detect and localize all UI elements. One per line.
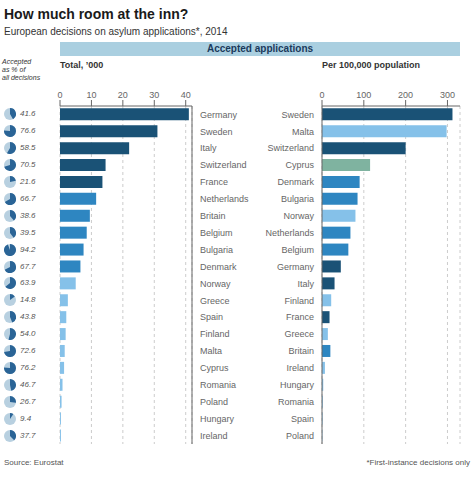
svg-text:Italy: Italy — [297, 279, 314, 289]
html-text:58.5: 58.5 — [20, 143, 36, 153]
svg-text:Ireland: Ireland — [200, 431, 228, 441]
html-text:46.7: 46.7 — [20, 379, 36, 389]
html-text:54.0: 54.0 — [20, 329, 36, 339]
svg-text:Poland: Poland — [200, 397, 228, 407]
svg-text:Spain: Spain — [200, 312, 223, 322]
svg-text:40: 40 — [181, 90, 191, 100]
svg-text:Sweden: Sweden — [200, 127, 233, 137]
html-text:How much room at the inn?: How much room at the inn? — [4, 6, 189, 22]
html-text:94.2: 94.2 — [20, 244, 36, 254]
html-text:43.8: 43.8 — [20, 312, 36, 322]
svg-text:Italy: Italy — [200, 143, 217, 153]
html-text:41.6: 41.6 — [20, 109, 36, 119]
svg-text:Ireland: Ireland — [286, 363, 314, 373]
svg-text:Belgium: Belgium — [200, 228, 233, 238]
svg-text:Sweden: Sweden — [281, 110, 314, 120]
svg-text:Greece: Greece — [284, 329, 314, 339]
html-text:63.9: 63.9 — [20, 278, 36, 288]
svg-text:0: 0 — [57, 90, 62, 100]
html-text:14.8: 14.8 — [20, 295, 36, 305]
svg-text:Switzerland: Switzerland — [200, 160, 247, 170]
svg-text:Malta: Malta — [200, 346, 222, 356]
html-text:Total, ’000: Total, ’000 — [60, 60, 104, 70]
svg-text:France: France — [200, 177, 228, 187]
svg-text:Cyprus: Cyprus — [200, 363, 229, 373]
html-text:70.5: 70.5 — [20, 160, 36, 170]
svg-text:Norway: Norway — [200, 279, 231, 289]
svg-text:10: 10 — [86, 90, 96, 100]
svg-text:Netherlands: Netherlands — [200, 194, 249, 204]
html-text:39.5: 39.5 — [20, 227, 36, 237]
svg-text:Switzerland: Switzerland — [267, 143, 314, 153]
html-text:38.6: 38.6 — [20, 210, 36, 220]
svg-text:Finland: Finland — [284, 296, 314, 306]
svg-text:Germany: Germany — [277, 262, 315, 272]
html-text:Per 100,000 population: Per 100,000 population — [322, 60, 420, 70]
svg-text:Hungary: Hungary — [200, 414, 235, 424]
svg-text:100: 100 — [356, 90, 371, 100]
html-text:Accepted applications: Accepted applications — [206, 43, 314, 54]
svg-text:Romania: Romania — [200, 380, 236, 390]
svg-text:30: 30 — [149, 90, 159, 100]
svg-text:Norway: Norway — [283, 211, 314, 221]
svg-text:Belgium: Belgium — [281, 245, 314, 255]
html-text:Source: Eurostat: Source: Eurostat — [4, 458, 64, 467]
html-text:*First-instance decisions only: *First-instance decisions only — [366, 458, 470, 467]
svg-text:0: 0 — [319, 90, 324, 100]
html-text:Accepted as % of all decisions: Accepted as % of all decisions — [2, 58, 41, 81]
svg-text:Bulgaria: Bulgaria — [200, 245, 233, 255]
html-text:76.6: 76.6 — [20, 126, 36, 136]
html-text:26.7: 26.7 — [20, 396, 36, 406]
html-text:9.4: 9.4 — [20, 413, 32, 423]
html-text:72.6: 72.6 — [20, 346, 36, 355]
html-text:67.7: 67.7 — [20, 261, 36, 271]
svg-text:20: 20 — [118, 90, 128, 100]
svg-text:Cyprus: Cyprus — [285, 160, 314, 170]
svg-text:Denmark: Denmark — [200, 262, 237, 272]
html-text:66.7: 66.7 — [20, 193, 36, 203]
svg-text:Greece: Greece — [200, 296, 230, 306]
html-text:37.7: 37.7 — [20, 430, 36, 440]
svg-text:Malta: Malta — [292, 127, 314, 137]
svg-text:Germany: Germany — [200, 110, 238, 120]
html-text:European decisions on asylum a: European decisions on asylum application… — [4, 26, 228, 37]
svg-text:Britain: Britain — [288, 346, 314, 356]
svg-text:Bulgaria: Bulgaria — [281, 194, 314, 204]
html-text:76.2: 76.2 — [20, 362, 36, 372]
html-text:21.6: 21.6 — [20, 177, 36, 186]
svg-text:200: 200 — [398, 90, 413, 100]
svg-text:Poland: Poland — [286, 431, 314, 441]
svg-text:Netherlands: Netherlands — [265, 228, 314, 238]
svg-text:Hungary: Hungary — [280, 380, 315, 390]
svg-text:Denmark: Denmark — [277, 177, 314, 187]
svg-text:Spain: Spain — [291, 414, 314, 424]
svg-text:300: 300 — [440, 90, 455, 100]
svg-text:Britain: Britain — [200, 211, 226, 221]
svg-text:Finland: Finland — [200, 329, 230, 339]
svg-text:Romania: Romania — [278, 397, 314, 407]
svg-text:France: France — [286, 312, 314, 322]
